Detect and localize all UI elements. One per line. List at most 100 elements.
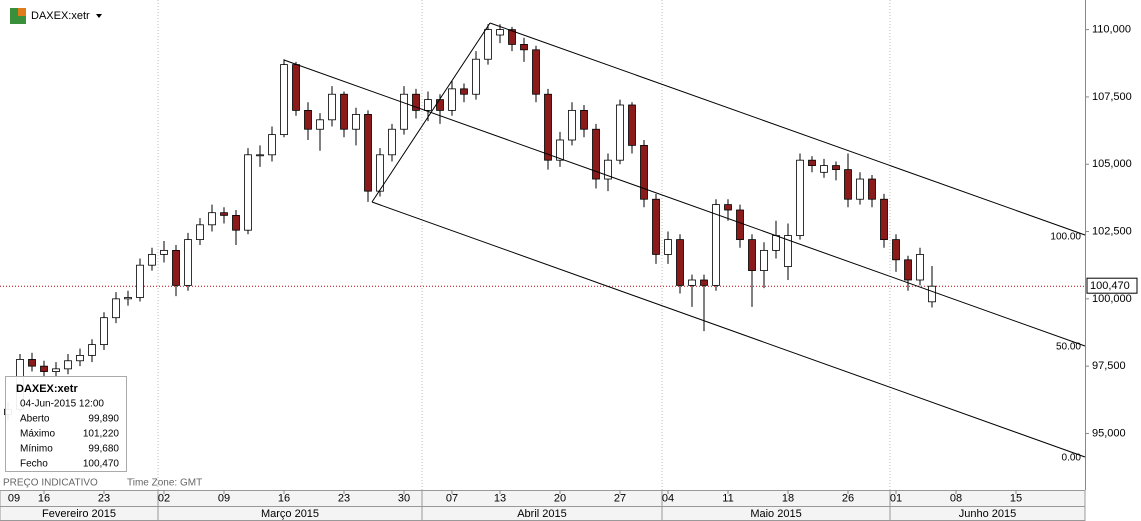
candle-body xyxy=(304,109,312,130)
candle-body xyxy=(640,144,648,200)
candles xyxy=(4,24,936,420)
candle-body xyxy=(88,344,96,356)
candle-body xyxy=(904,259,912,281)
x-axis-area xyxy=(0,490,1086,521)
x-tick-label: 16 xyxy=(278,492,290,504)
candle-body xyxy=(652,198,660,255)
candle-body xyxy=(340,93,348,130)
candle-body xyxy=(916,254,924,281)
candle-body xyxy=(400,93,408,130)
candle-body xyxy=(736,209,744,241)
pitchfork-level: 50.00 xyxy=(1056,342,1081,353)
info-value: 99,680 xyxy=(88,444,119,455)
symbol-name: DAXEX:xetr xyxy=(31,10,90,22)
info-label: Fecho xyxy=(20,459,48,470)
month-label: Março 2015 xyxy=(261,508,319,520)
candle-body xyxy=(412,93,420,111)
info-box-frame xyxy=(5,376,127,472)
x-tick-label: 26 xyxy=(842,492,854,504)
x-tick-label: 08 xyxy=(950,492,962,504)
candle-body xyxy=(484,29,492,60)
x-tick-label: 27 xyxy=(614,492,626,504)
candle-body xyxy=(328,93,336,121)
last-price-label: 100,470 xyxy=(1090,280,1130,292)
candle-body xyxy=(448,88,456,111)
candle-body xyxy=(100,317,108,346)
y-tick-label: 110,000 xyxy=(1092,24,1131,36)
candle-body xyxy=(232,214,240,231)
x-tick-label: 18 xyxy=(782,492,794,504)
month-label: Abril 2015 xyxy=(517,508,567,520)
y-tick-label: 107,500 xyxy=(1092,91,1132,103)
x-tick-label: 23 xyxy=(98,492,110,504)
info-value: 99,890 xyxy=(88,414,119,425)
footer-label: PREÇO INDICATIVO xyxy=(3,478,98,489)
month-label: Junho 2015 xyxy=(959,508,1017,520)
candle-body xyxy=(436,99,444,111)
x-tick-label: 13 xyxy=(494,492,506,504)
candle-body xyxy=(376,154,384,192)
info-label: Aberto xyxy=(20,414,50,425)
x-tick-label: 11 xyxy=(722,492,733,504)
candle-body xyxy=(760,249,768,271)
y-tick-label: 95,000 xyxy=(1092,427,1126,439)
candle-body xyxy=(772,235,780,251)
x-tick-label: 16 xyxy=(38,492,50,504)
symbol-dropdown[interactable] xyxy=(96,14,102,18)
candle-body xyxy=(124,297,132,300)
x-tick-label: 09 xyxy=(8,492,20,504)
candle-body xyxy=(664,239,672,255)
candle-body xyxy=(556,139,564,161)
candle-body xyxy=(28,359,36,367)
candle-body xyxy=(796,159,804,236)
candle-body xyxy=(808,159,816,166)
x-tick-label: 30 xyxy=(398,492,410,504)
pitchfork xyxy=(283,22,1086,458)
candle-body xyxy=(892,239,900,261)
candle-body xyxy=(64,360,72,370)
candle-body xyxy=(472,58,480,95)
candle-body xyxy=(352,114,360,130)
candle-body xyxy=(628,104,636,146)
footer-timezone: Time Zone: GMT xyxy=(127,478,202,489)
candle-body xyxy=(700,279,708,286)
pitchfork-level: 100.00 xyxy=(1050,232,1081,243)
symbol-legend: DAXEX:xetr xyxy=(10,8,102,24)
candle-body xyxy=(508,29,516,45)
x-tick-label: 23 xyxy=(338,492,350,504)
x-tick-label: 02 xyxy=(158,492,170,504)
candle-body xyxy=(688,279,696,286)
candle-body xyxy=(388,128,396,156)
candle-body xyxy=(676,239,684,286)
symbol-icon-part xyxy=(18,8,26,16)
info-box: DAXEX:xetr 04-Jun-2015 12:00 Aberto 99,8… xyxy=(5,376,127,472)
candle-body xyxy=(832,165,840,171)
candle-body xyxy=(460,88,468,95)
candle-body xyxy=(928,285,936,303)
info-datetime: 04-Jun-2015 12:00 xyxy=(20,399,104,410)
candle-body xyxy=(256,154,264,157)
candle-body xyxy=(520,44,528,51)
info-value: 100,470 xyxy=(83,459,120,470)
candle-body xyxy=(184,239,192,286)
x-tick-label: 04 xyxy=(662,492,674,504)
month-label: Maio 2015 xyxy=(750,508,801,520)
candle-body xyxy=(280,64,288,136)
info-label: Mínimo xyxy=(20,444,53,455)
pitchfork-level: 0.00 xyxy=(1062,453,1082,464)
last-price-box xyxy=(1086,277,1138,294)
candle-body xyxy=(568,109,576,141)
info-value: 101,220 xyxy=(83,429,120,440)
candle-body xyxy=(172,249,180,286)
y-tick-label: 100,000 xyxy=(1092,293,1132,305)
candle-body xyxy=(160,249,168,255)
candle-body xyxy=(136,264,144,298)
candle-body xyxy=(148,254,156,266)
candle-body xyxy=(244,154,252,231)
x-tick-label: 15 xyxy=(1010,492,1022,504)
candle-body xyxy=(424,99,432,111)
candle-body xyxy=(268,134,276,156)
y-tick-label: 102,500 xyxy=(1092,225,1132,237)
